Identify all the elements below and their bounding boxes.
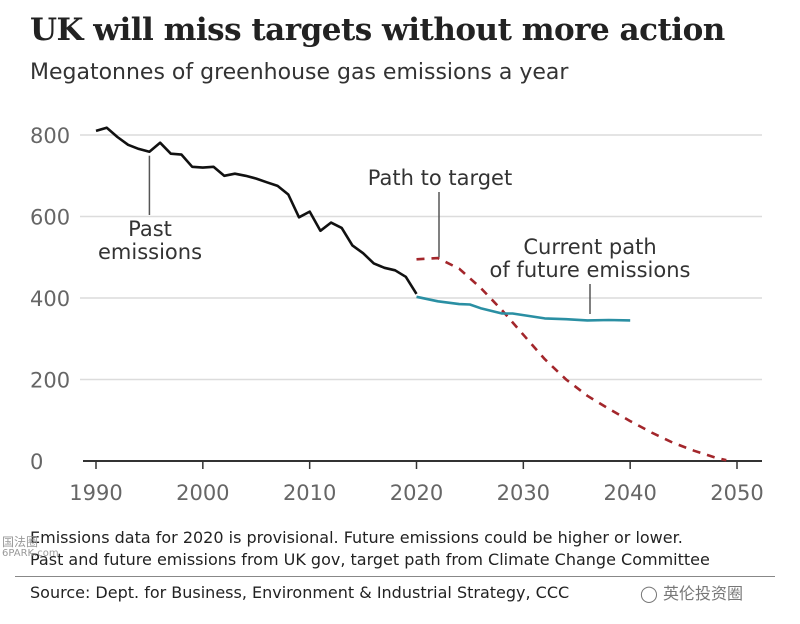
x-tick-label: 2020 [390,481,443,505]
annotation-current-path: of future emissions [490,258,691,282]
watermark-right: ◯ 英伦投资圈 [640,580,743,604]
x-tick-label: 2030 [497,481,550,505]
x-tick-label: 2050 [710,481,763,505]
annotation-past-emissions: emissions [98,240,202,264]
y-tick-label: 0 [30,450,43,474]
y-tick-label: 800 [30,124,70,148]
y-tick-label: 400 [30,287,70,311]
annotation-past-emissions: Past [128,217,172,241]
annotation-path-to-target: Path to target [368,166,512,190]
series-current-path [416,295,631,322]
x-tick-label: 1990 [69,481,122,505]
chart-plot: 0 200 400 600 800 1990 2000 2010 2020 2030 2040 205… [30,124,764,505]
chart-title: UK will miss targets without more action [30,12,725,48]
chart-subtitle: Megatonnes of greenhouse gas emissions a… [30,60,569,85]
source-text: Source: Dept. for Business, Environment … [30,583,570,602]
series-past-emissions [95,126,418,295]
x-tick-label: 2000 [176,481,229,505]
y-tick-label: 200 [30,369,70,393]
watermark-right-text: 英伦投资圈 [663,584,744,603]
footer-divider [15,576,775,577]
watermark-left-top: 国法圈 [2,535,39,549]
watermark-left-bottom: 6PARK.com [2,548,59,559]
note-line-1: Emissions data for 2020 is provisional. … [30,528,683,547]
x-tick-label: 2040 [603,481,656,505]
wechat-icon: ◯ [640,584,658,603]
y-tick-label: 600 [30,206,70,230]
series-path-to-target [416,256,727,462]
note-line-2: Past and future emissions from UK gov, t… [30,550,710,569]
x-tick-label: 2010 [283,481,336,505]
annotation-current-path: Current path [523,235,656,259]
